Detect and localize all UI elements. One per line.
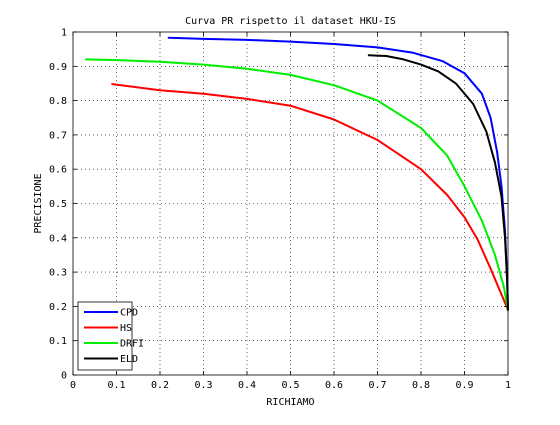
y-tick-label: 0.5 — [49, 199, 67, 210]
legend: CPD HS DRFI ELD — [78, 302, 144, 370]
plot-frame — [73, 32, 508, 375]
legend-label-hs: HS — [120, 323, 132, 334]
y-tick-label: 0.9 — [49, 62, 67, 73]
y-tick-label: 0.6 — [49, 165, 67, 176]
x-tick-label: 0.6 — [325, 380, 343, 391]
x-tick-label: 0 — [70, 380, 76, 391]
x-tick-label: 0.4 — [238, 380, 256, 391]
x-tick-label: 0.9 — [455, 380, 473, 391]
y-tick-label: 0.8 — [49, 96, 67, 107]
series-layer — [86, 38, 508, 310]
y-tick-label: 0.2 — [49, 302, 67, 313]
y-tick-label: 0.4 — [49, 233, 67, 244]
x-tick-label: 0.1 — [107, 380, 125, 391]
x-tick-label: 0.7 — [368, 380, 386, 391]
legend-label-eld: ELD — [120, 354, 138, 365]
y-tick-label: 0 — [61, 371, 67, 382]
legend-label-drfi: DRFI — [120, 339, 144, 350]
y-tick-label: 0.3 — [49, 268, 67, 279]
x-tick-label: 0.3 — [194, 380, 212, 391]
y-axis-title: PRECISIONE — [33, 173, 44, 233]
x-tick-label: 0.2 — [151, 380, 169, 391]
y-tick-label: 1 — [61, 28, 67, 39]
legend-label-cpd: CPD — [120, 308, 138, 319]
series-line-eld — [369, 55, 508, 309]
chart-title: Curva PR rispetto il dataset HKU-IS — [185, 16, 396, 27]
x-tick-label: 0.5 — [281, 380, 299, 391]
y-tick-label: 0.7 — [49, 130, 67, 141]
grid-layer — [73, 32, 508, 375]
y-tick-label: 0.1 — [49, 336, 67, 347]
x-tick-label: 1 — [505, 380, 511, 391]
x-tick-label: 0.8 — [412, 380, 430, 391]
x-axis-title: RICHIAMO — [266, 397, 314, 408]
series-line-hs — [112, 84, 508, 310]
